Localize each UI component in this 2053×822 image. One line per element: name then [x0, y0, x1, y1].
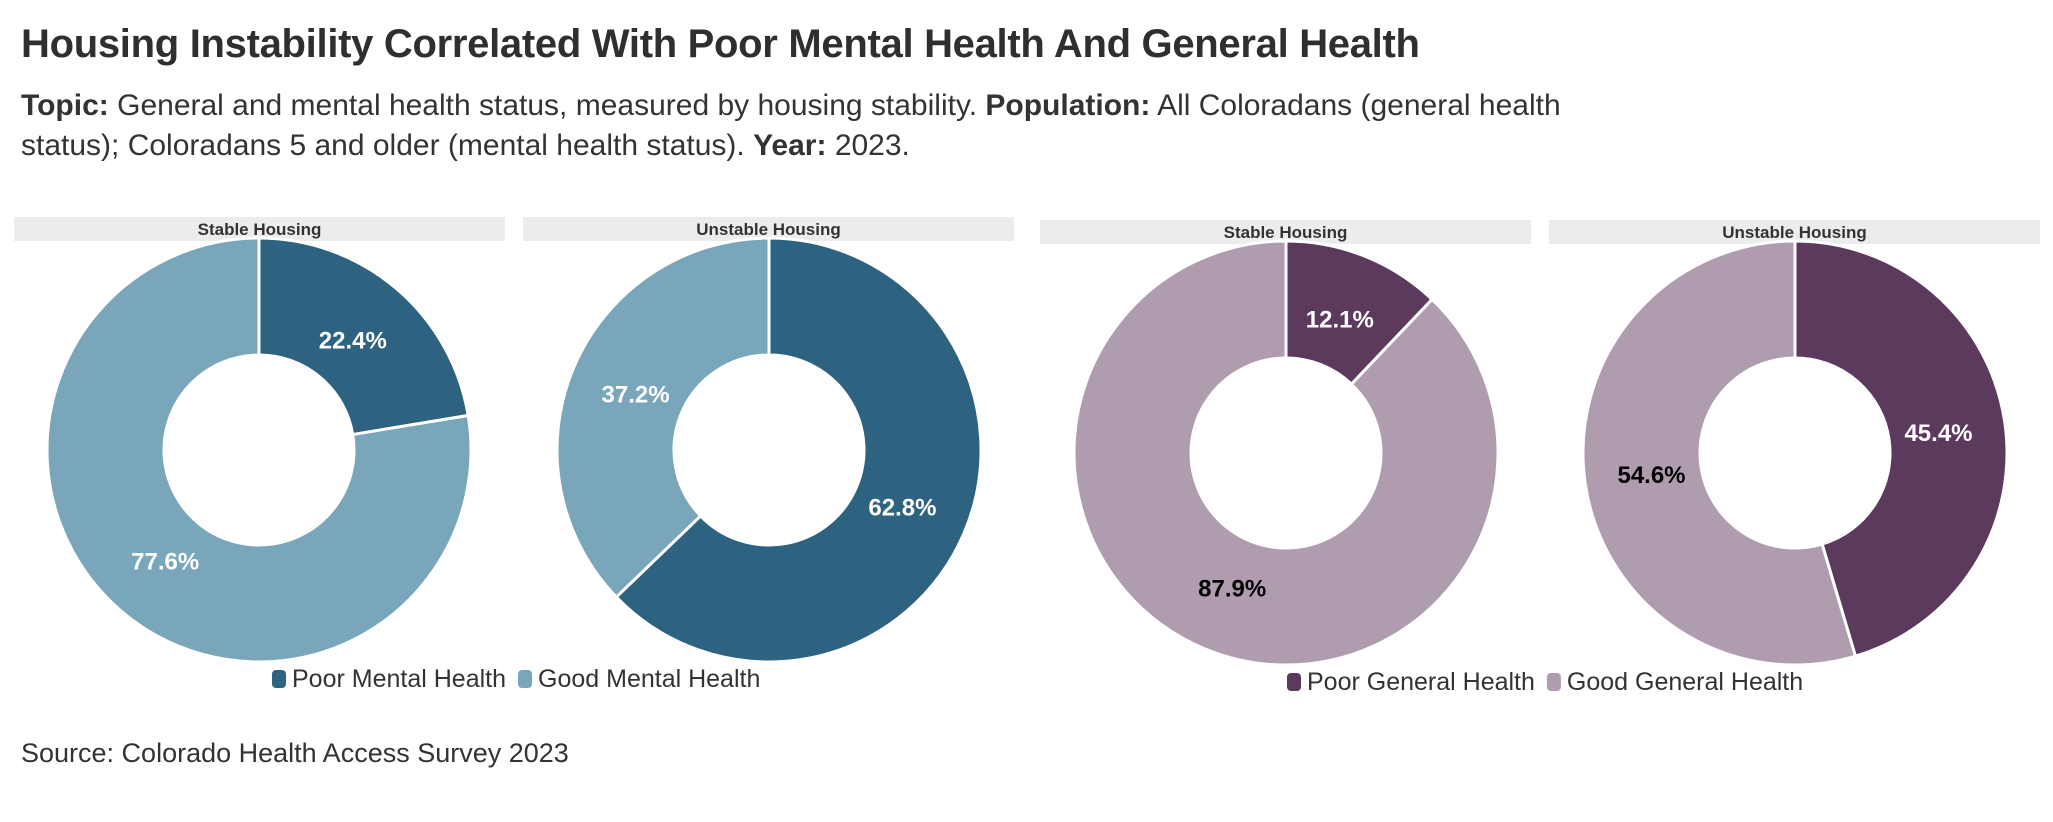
- data-label-good-general-health: 87.9%: [1198, 576, 1266, 603]
- panel-label: Unstable Housing: [1722, 223, 1867, 242]
- chart-2-legend: Poor General Health Good General Health: [1287, 668, 1803, 696]
- legend-label-poor-general-health: Poor General Health: [1307, 668, 1535, 696]
- year-label: Year:: [753, 129, 827, 162]
- donut-slice-poor-general-health: [1793, 239, 2009, 658]
- data-label-poor-general-health: 12.1%: [1306, 306, 1374, 333]
- legend-swatch-good-general-health: [1546, 673, 1561, 691]
- panel-label: Stable Housing: [198, 220, 322, 239]
- donut-slice-good-general-health: [1581, 239, 1857, 667]
- chart-subtitle: Topic: General and mental health status,…: [21, 86, 1581, 166]
- panel-label: Stable Housing: [1224, 223, 1348, 242]
- legend-swatch-poor-general-health: [1287, 673, 1301, 691]
- chart-2-panel-stable-housing: Stable Housing 12.1% 87.9%: [1040, 220, 1531, 667]
- donut-slice-good-mental-health: [45, 236, 473, 664]
- population-text: All Coloradans (general health status); …: [21, 89, 1561, 162]
- legend-swatch-poor-mental-health: [272, 670, 286, 688]
- data-label-good-general-health: 54.6%: [1617, 462, 1685, 489]
- donut-slice-good-mental-health: [555, 236, 771, 599]
- chart-1-panel-unstable-housing: Unstable Housing 62.8% 37.2%: [523, 217, 1014, 664]
- chart-title: Housing Instability Correlated With Poor…: [21, 22, 1420, 66]
- legend-label-good-mental-health: Good Mental Health: [538, 665, 760, 693]
- population-label: Population:: [985, 89, 1151, 122]
- year-text: 2023.: [834, 129, 910, 162]
- chart-1-legend: Poor Mental Health Good Mental Health: [272, 665, 760, 693]
- panel-label: Unstable Housing: [696, 220, 841, 239]
- source-note: Source: Colorado Health Access Survey 20…: [21, 738, 569, 768]
- legend-label-good-general-health: Good General Health: [1567, 668, 1803, 696]
- chart-1-panel-stable-housing: Stable Housing 22.4% 77.6%: [14, 217, 505, 664]
- chart-2-panel-unstable-housing: Unstable Housing 45.4% 54.6%: [1549, 220, 2040, 667]
- donut-slice-poor-mental-health: [614, 236, 983, 664]
- data-label-poor-mental-health: 62.8%: [868, 495, 936, 522]
- data-label-good-mental-health: 77.6%: [131, 549, 199, 576]
- legend-swatch-good-mental-health: [518, 670, 533, 688]
- donut-slice-good-general-health: [1072, 239, 1500, 667]
- donut-slice-poor-mental-health: [257, 236, 470, 437]
- topic-label: Topic:: [21, 89, 109, 122]
- data-label-poor-mental-health: 22.4%: [319, 327, 387, 354]
- legend-label-poor-mental-health: Poor Mental Health: [292, 665, 506, 693]
- donut-slice-poor-general-health: [1284, 239, 1434, 386]
- topic-text: General and mental health status, measur…: [117, 89, 978, 122]
- data-label-poor-general-health: 45.4%: [1904, 420, 1972, 447]
- data-label-good-mental-health: 37.2%: [602, 381, 670, 408]
